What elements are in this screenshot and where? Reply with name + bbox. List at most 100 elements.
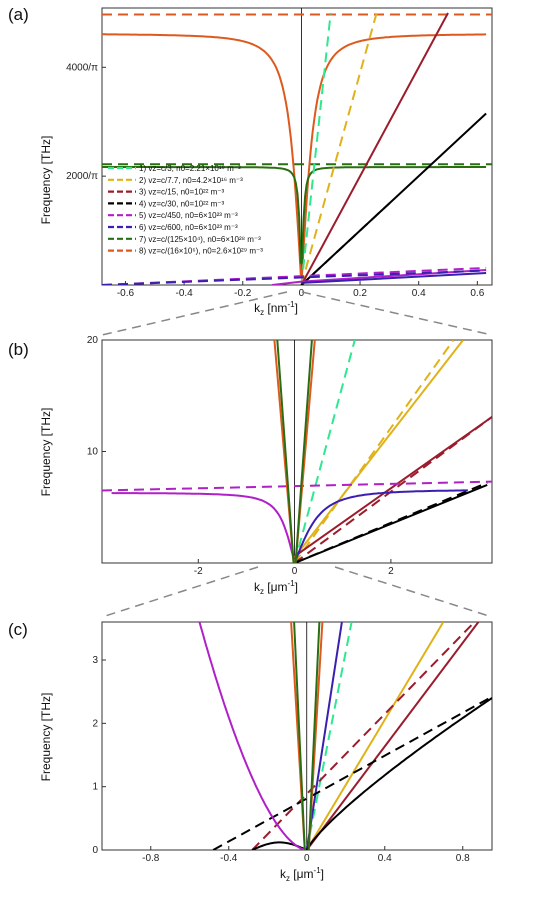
series-3-solid [306,622,480,850]
series-5-dashed [102,480,492,492]
xlabel-a-sup: -1 [287,300,295,309]
zoom-guide-bc-left [101,566,259,618]
xlabel-b: kz [μm-1] [254,579,298,596]
series-7-right [307,622,321,850]
y-tick-label: 2000/π [66,171,98,182]
xlabel-c-k: k [280,867,287,881]
series-3-dashed [251,622,476,850]
x-tick-label: -0.4 [220,853,238,864]
legend-label-1: 1) vz=c/3, n0=2.21×10¹⁹ m⁻³ [139,164,241,173]
ylabel-a: Frequency [THz] [39,136,53,225]
x-tick-label: 0.2 [353,288,367,299]
legend-label-7: 7) vz=c/(125×10⁴), n0=6×10²⁸ m⁻³ [139,235,261,244]
legend-label-6: 6) vz=c/600, n0=6×10²³ m⁻³ [139,223,238,232]
x-tick-label: 0 [292,566,298,577]
ylabel-b: Frequency [THz] [39,408,53,497]
x-tick-label: -0.6 [117,288,135,299]
zoom-guide-ab-left [101,291,288,336]
xlabel-c: kz [μm-1] [280,866,324,883]
zoom-guide-ab-right [301,291,493,336]
y-tick-label: 3 [92,655,98,666]
series-8-curve-right [301,33,487,276]
zoom-guides [101,291,493,618]
x-tick-label: 0 [304,853,310,864]
series-5-solid [271,269,487,285]
x-tick-label: -2 [194,566,203,577]
panel-c: -0.8 -0.4 0 0.4 0.8 0 1 2 3 [92,621,493,864]
series-3-solid [300,12,449,285]
xlabel-a-k: k [254,301,261,315]
legend: 1) vz=c/3, n0=2.21×10¹⁹ m⁻³ 2) vz=c/7.7, … [108,164,263,256]
series-4-solid [294,483,488,563]
series-7-left [293,622,306,850]
xlabel-a-end: ] [295,301,298,315]
plots-layer: -0.6 -0.4 -0.2 0 0.2 0.4 0.6 2000/π 4000/π 1) vz=… [66,7,493,864]
xlabel-c-sup: -1 [314,866,322,875]
x-tick-label: 2 [388,566,394,577]
series-6-solid [305,622,343,850]
panel-a: -0.6 -0.4 -0.2 0 0.2 0.4 0.6 2000/π 4000/π [66,7,493,299]
series-1-dashed [300,12,332,285]
y-tick-label: 4000/π [66,62,98,73]
xlabel-c-end: ] [321,867,324,881]
series-2-solid [305,622,445,850]
series-2-solid [293,340,464,559]
zoom-guide-bc-right [334,566,493,618]
series-3-dashed [294,416,492,563]
series-8-curve-left [102,33,302,276]
panel-label-a: (a) [8,5,29,24]
series-4-dashed [212,695,492,850]
x-tick-label: -0.4 [175,288,193,299]
series-1-dashed [293,340,356,563]
series-5-solid [111,492,295,560]
panel-b: -2 0 2 10 20 [87,335,493,577]
series-6-solid [294,489,468,561]
x-tick-label: 0.8 [456,853,470,864]
xlabel-b-k: k [254,580,261,594]
y-tick-label: 0 [92,845,98,856]
x-tick-label: 0 [299,288,305,299]
curves-1 [102,340,492,563]
legend-label-3: 3) vz=c/15, n0=10²² m⁻³ [139,188,224,197]
y-tick-label: 1 [92,782,98,793]
series-6-dashed [102,269,487,285]
legend-label-2: 2) vz=c/7.7, n0=4.2×10¹⁶ m⁻³ [139,176,243,185]
series-2-dashed [293,340,455,563]
xlabel-c-unit: [μm [290,867,314,881]
series-5-solid [198,622,306,850]
curves-0 [102,9,492,285]
plot-frame [101,7,493,286]
xlabel-a-sub: z [260,308,264,317]
series-7-curve-right [301,166,487,264]
legend-label-4: 4) vz=c/30, n0=10²² m⁻³ [139,199,224,208]
xlabel-c-sub: z [286,874,290,883]
series-7-left [276,340,295,563]
legend-label-8: 8) vz=c/(16×10⁶), n0=2.6×10²⁹ m⁻³ [139,247,263,256]
x-tick-label: -0.8 [142,853,160,864]
series-4-solid [305,697,492,850]
series-4-dashed [300,202,391,285]
panel-label-c: (c) [8,620,28,639]
series-7-right [294,340,313,563]
xlabel-b-end: ] [295,580,298,594]
y-tick-label: 10 [87,447,99,458]
x-tick-label: -0.2 [234,288,252,299]
plot-frame [101,339,493,564]
xlabel-b-sup: -1 [288,579,296,588]
panel-label-b: (b) [8,340,29,359]
legend-label-5: 5) vz=c/450, n0=6×10²³ m⁻³ [139,211,238,220]
x-tick-label: 0.6 [470,288,484,299]
curves-2 [198,622,492,850]
x-tick-label: 0.4 [378,853,392,864]
ylabel-c: Frequency [THz] [39,693,53,782]
xlabel-b-sub: z [260,587,264,596]
series-1-dashed [305,622,353,850]
plot-frame [101,621,493,851]
series-4-solid [300,112,487,285]
y-tick-label: 20 [87,335,99,346]
y-tick-label: 2 [92,718,98,729]
xlabel-a: kz [nm-1] [254,300,298,317]
series-6-solid [301,272,487,284]
series-3-solid [294,416,492,558]
